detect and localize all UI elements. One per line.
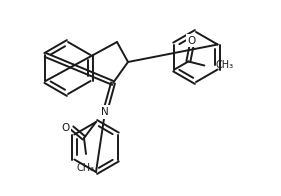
Text: CH₃: CH₃	[215, 61, 234, 71]
Text: O: O	[62, 123, 70, 133]
Text: CH₃: CH₃	[77, 163, 95, 173]
Text: O: O	[187, 35, 196, 45]
Text: N: N	[101, 107, 109, 117]
